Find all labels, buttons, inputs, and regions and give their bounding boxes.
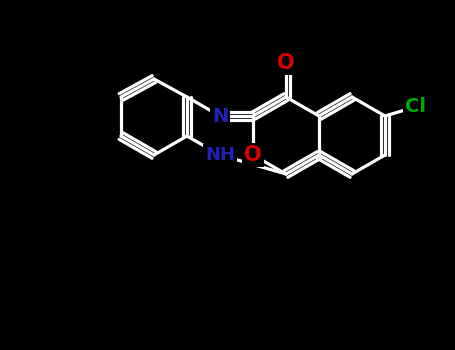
Text: Cl: Cl (404, 98, 425, 117)
Text: O: O (244, 145, 262, 165)
Text: O: O (277, 53, 295, 73)
Text: NH: NH (205, 146, 235, 164)
Text: N: N (212, 106, 228, 126)
